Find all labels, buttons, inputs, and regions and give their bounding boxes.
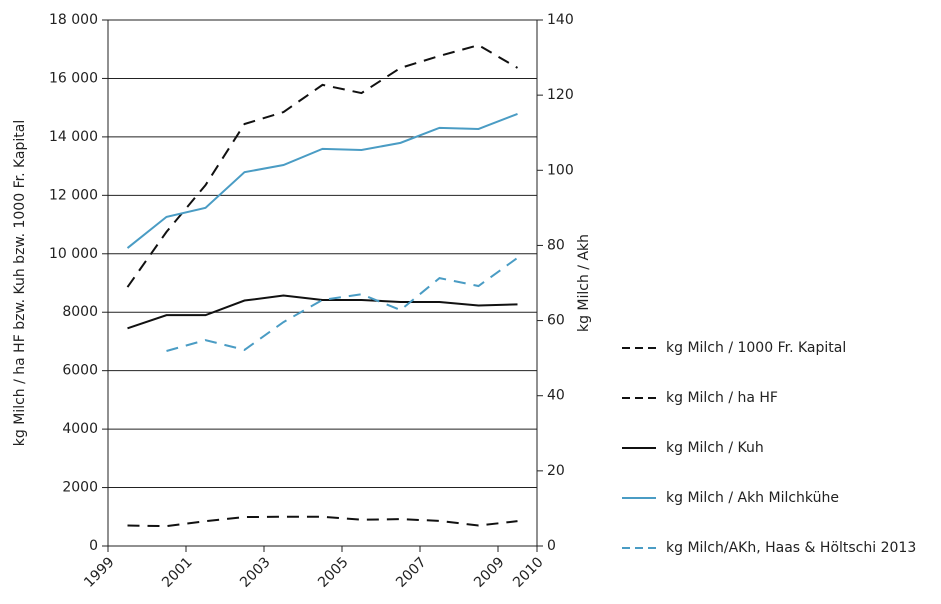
y-tick-label: 12 000 [49, 187, 98, 203]
y2-tick-label: 0 [547, 538, 556, 554]
y-tick-label: 14 000 [49, 129, 98, 145]
series-line [126, 112, 518, 249]
x-tick-label: 2005 [315, 554, 352, 591]
legend-label: kg Milch / 1000 Fr. Kapital [666, 340, 846, 356]
legend-label: kg Milch / Kuh [666, 440, 764, 456]
y2-tick-label: 20 [547, 463, 565, 479]
y2-tick-label: 120 [547, 87, 574, 103]
y-tick-label: 6000 [62, 363, 98, 379]
y-tick-label: 2000 [62, 480, 98, 496]
y-axis-label: kg Milch / ha HF bzw. Kuh bzw. 1000 Fr. … [12, 120, 28, 446]
x-tick-label: 2009 [471, 554, 508, 591]
series-line [166, 257, 519, 352]
series-line [127, 515, 518, 528]
y2-tick-label: 60 [547, 313, 565, 329]
y2-tick-label: 40 [547, 388, 565, 404]
legend-label: kg Milch / ha HF [666, 390, 778, 406]
series-line [127, 294, 518, 330]
y-tick-label: 4000 [62, 421, 98, 437]
x-tick-label: 2001 [159, 554, 196, 591]
x-tick-label: 1999 [81, 554, 118, 591]
y2-tick-label: 80 [547, 237, 565, 253]
series-line [126, 44, 519, 288]
legend-label: kg Milch / Akh Milchkühe [666, 490, 839, 506]
y-tick-label: 10 000 [49, 246, 98, 262]
y-tick-label: 0 [89, 538, 98, 554]
y2-axis-label: kg Milch / Akh [576, 234, 592, 332]
y2-tick-label: 100 [547, 162, 574, 178]
y2-tick-label: 140 [547, 12, 574, 28]
legend-label: kg Milch/AKh, Haas & Höltschi 2013 [666, 540, 916, 556]
x-tick-label: 2007 [393, 554, 430, 591]
x-tick-label: 2010 [510, 554, 547, 591]
y-tick-label: 16 000 [49, 70, 98, 86]
y-tick-label: 18 000 [49, 12, 98, 28]
y-tick-label: 8000 [62, 304, 98, 320]
x-tick-label: 2003 [237, 554, 274, 591]
